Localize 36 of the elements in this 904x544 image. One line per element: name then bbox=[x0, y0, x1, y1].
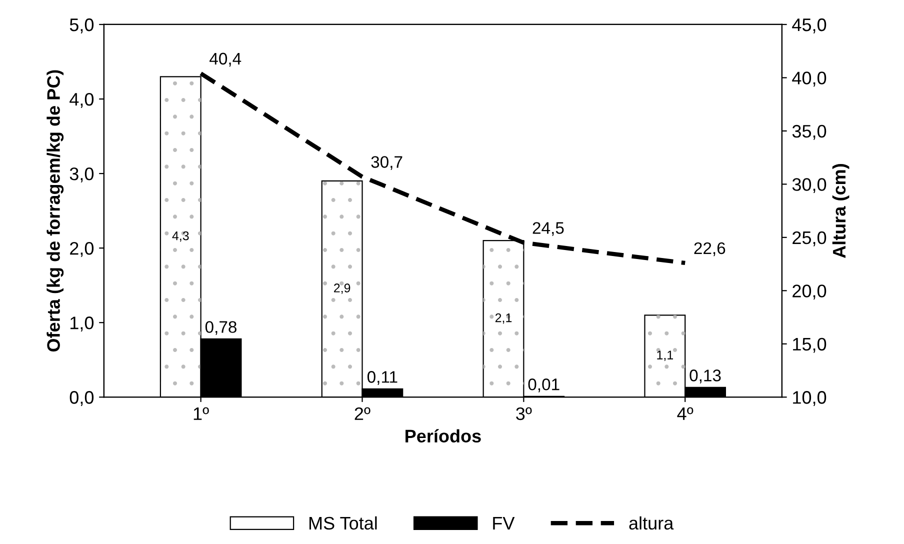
y2-tick-label: 10,0 bbox=[793, 391, 826, 406]
y-tick-label: 5,0 bbox=[70, 18, 94, 34]
x-axis-title: Períodos bbox=[406, 429, 481, 442]
data-label: 0,78 bbox=[205, 321, 236, 335]
data-label: 22,6 bbox=[694, 242, 726, 256]
y2-tick-label: 40,0 bbox=[792, 72, 826, 87]
legend-label: FV bbox=[493, 517, 515, 530]
data-label: 24,5 bbox=[532, 222, 564, 236]
x-tick-label: 4º bbox=[677, 407, 694, 420]
y-tick-label: 0,0 bbox=[70, 391, 94, 406]
data-label: 30,7 bbox=[371, 156, 402, 170]
x-tick-label: 1º bbox=[194, 407, 209, 420]
data-label: 0,01 bbox=[528, 378, 560, 392]
y2-tick-label: 45,0 bbox=[792, 18, 826, 34]
y2-tick-label: 35,0 bbox=[792, 124, 826, 140]
legend-label: altura bbox=[629, 516, 674, 530]
data-label: 4,3 bbox=[172, 231, 189, 242]
data-label: 0,13 bbox=[690, 370, 721, 384]
y-tick-label: 4,0 bbox=[70, 92, 94, 108]
data-label: 1,1 bbox=[657, 350, 674, 361]
y2-tick-label: 25,0 bbox=[792, 231, 826, 246]
y2-tick-label: 30,0 bbox=[792, 178, 826, 194]
y2-tick-label: 15,0 bbox=[793, 338, 826, 353]
data-label: 2,9 bbox=[334, 284, 350, 294]
y-tick-label: 3,0 bbox=[70, 167, 94, 182]
x-tick-label: 3º bbox=[516, 407, 532, 420]
x-tick-label: 2º bbox=[354, 407, 370, 420]
y2-axis-title: Altura (cm) bbox=[832, 164, 850, 258]
y-tick-label: 2,0 bbox=[70, 242, 94, 257]
legend-label: MS Total bbox=[309, 516, 377, 530]
data-label: 0,11 bbox=[367, 371, 398, 385]
y-axis-title: Oferta (kg de forragem/kg de PC) bbox=[46, 70, 64, 352]
y2-tick-label: 20,0 bbox=[792, 284, 826, 300]
y-tick-label: 1,0 bbox=[70, 316, 94, 332]
data-label: 40,4 bbox=[210, 52, 242, 67]
data-label: 2,1 bbox=[495, 313, 512, 324]
